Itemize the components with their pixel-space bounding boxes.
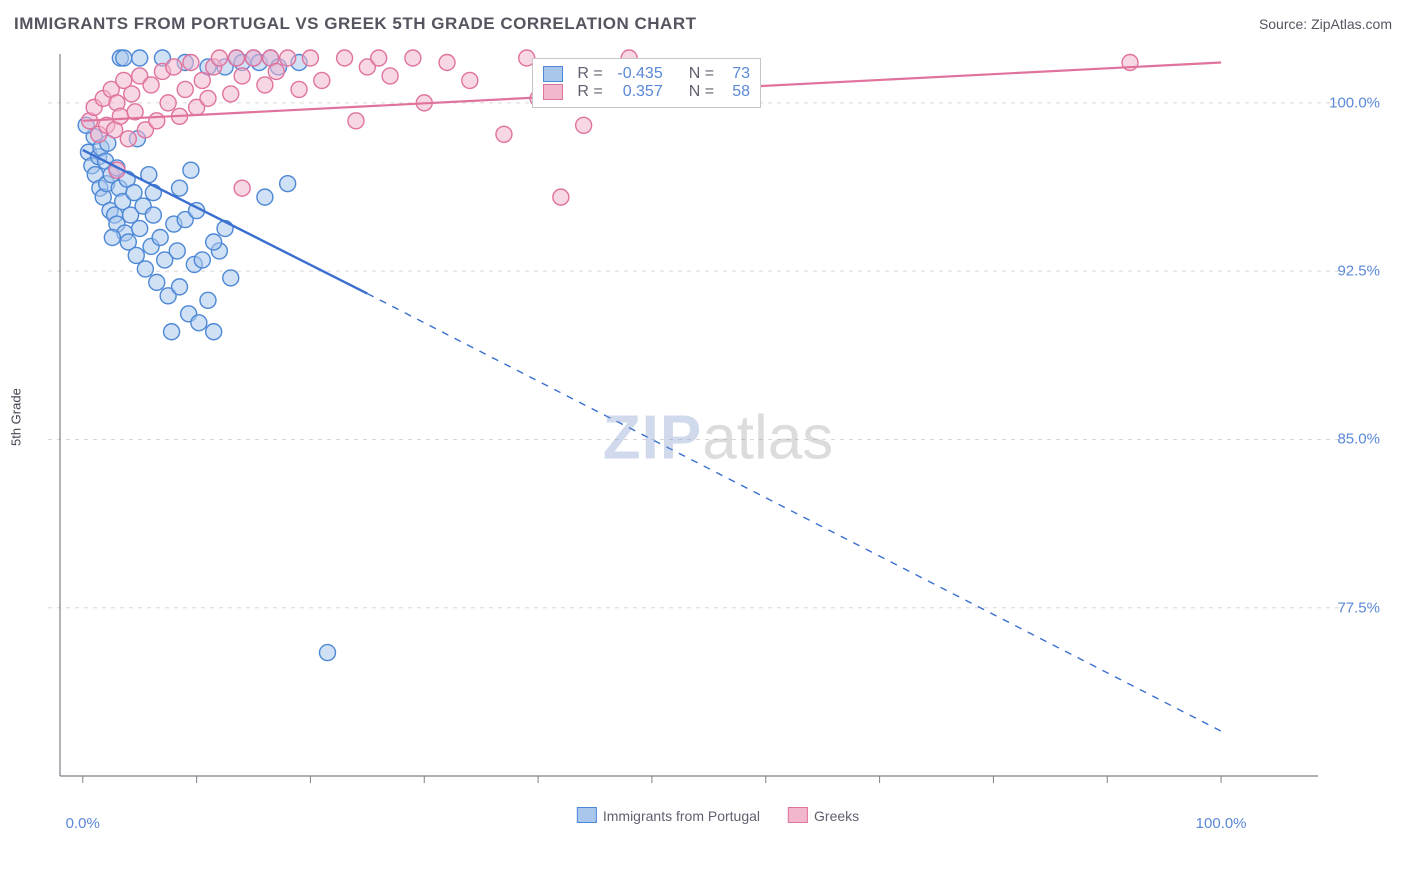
scatter-point bbox=[576, 117, 592, 133]
scatter-point bbox=[177, 81, 193, 97]
y-tick-label: 92.5% bbox=[1337, 263, 1380, 280]
scatter-point bbox=[280, 50, 296, 66]
legend-row: R =-0.435N =73 bbox=[543, 65, 750, 83]
r-value: 0.357 bbox=[611, 83, 663, 101]
scatter-point bbox=[223, 86, 239, 102]
legend-label: Greeks bbox=[814, 808, 859, 824]
scatter-point bbox=[152, 230, 168, 246]
scatter-point bbox=[234, 180, 250, 196]
scatter-point bbox=[183, 54, 199, 70]
scatter-point bbox=[206, 324, 222, 340]
bottom-legend: Immigrants from Portugal Greeks bbox=[577, 807, 859, 824]
scatter-point bbox=[462, 72, 478, 88]
scatter-plot-svg bbox=[48, 48, 1342, 818]
scatter-point bbox=[246, 50, 262, 66]
legend-row: R =0.357N =58 bbox=[543, 83, 750, 101]
scatter-point bbox=[104, 230, 120, 246]
scatter-point bbox=[191, 315, 207, 331]
scatter-point bbox=[348, 113, 364, 129]
scatter-point bbox=[302, 50, 318, 66]
scatter-point bbox=[137, 261, 153, 277]
scatter-point bbox=[228, 50, 244, 66]
source-link[interactable]: ZipAtlas.com bbox=[1311, 16, 1392, 32]
scatter-point bbox=[257, 77, 273, 93]
legend-item: Immigrants from Portugal bbox=[577, 807, 760, 824]
scatter-point bbox=[200, 292, 216, 308]
n-value: 73 bbox=[722, 65, 750, 83]
scatter-point bbox=[405, 50, 421, 66]
scatter-point bbox=[257, 189, 273, 205]
scatter-point bbox=[116, 50, 132, 66]
scatter-point bbox=[145, 207, 161, 223]
scatter-point bbox=[172, 279, 188, 295]
scatter-point bbox=[120, 131, 136, 147]
scatter-point bbox=[143, 77, 159, 93]
y-tick-label: 100.0% bbox=[1329, 94, 1380, 111]
correlation-legend-box: R =-0.435N =73R =0.357N =58 bbox=[532, 58, 761, 108]
scatter-point bbox=[234, 68, 250, 84]
scatter-point bbox=[145, 185, 161, 201]
scatter-point bbox=[183, 162, 199, 178]
scatter-point bbox=[169, 243, 185, 259]
legend-label: Immigrants from Portugal bbox=[603, 808, 760, 824]
scatter-point bbox=[211, 50, 227, 66]
scatter-point bbox=[382, 68, 398, 84]
scatter-point bbox=[132, 221, 148, 237]
scatter-point bbox=[223, 270, 239, 286]
scatter-point bbox=[194, 252, 210, 268]
scatter-point bbox=[553, 189, 569, 205]
scatter-point bbox=[280, 176, 296, 192]
scatter-point bbox=[164, 324, 180, 340]
x-tick-label: 100.0% bbox=[1196, 815, 1247, 832]
legend-item: Greeks bbox=[788, 807, 859, 824]
legend-swatch bbox=[543, 84, 563, 100]
scatter-point bbox=[160, 95, 176, 111]
scatter-point bbox=[337, 50, 353, 66]
scatter-point bbox=[194, 72, 210, 88]
trend-line-extrapolated bbox=[367, 294, 1221, 732]
scatter-point bbox=[172, 180, 188, 196]
scatter-point bbox=[206, 234, 222, 250]
r-value: -0.435 bbox=[611, 65, 663, 83]
scatter-point bbox=[371, 50, 387, 66]
legend-swatch bbox=[577, 807, 597, 823]
scatter-point bbox=[112, 108, 128, 124]
legend-swatch bbox=[788, 807, 808, 823]
chart-source: Source: ZipAtlas.com bbox=[1259, 16, 1392, 32]
scatter-point bbox=[149, 113, 165, 129]
scatter-point bbox=[149, 274, 165, 290]
scatter-point bbox=[320, 645, 336, 661]
scatter-point bbox=[166, 59, 182, 75]
scatter-point bbox=[200, 90, 216, 106]
scatter-point bbox=[268, 63, 284, 79]
scatter-point bbox=[439, 54, 455, 70]
scatter-point bbox=[314, 72, 330, 88]
chart-plot-area: ZIPatlas 77.5%85.0%92.5%100.0%0.0%100.0%… bbox=[48, 48, 1388, 828]
y-axis-label: 5th Grade bbox=[9, 388, 24, 446]
n-value: 58 bbox=[722, 83, 750, 101]
scatter-point bbox=[124, 86, 140, 102]
chart-title: IMMIGRANTS FROM PORTUGAL VS GREEK 5TH GR… bbox=[14, 14, 697, 34]
y-tick-label: 85.0% bbox=[1337, 431, 1380, 448]
x-tick-label: 0.0% bbox=[66, 815, 100, 832]
scatter-point bbox=[291, 81, 307, 97]
y-tick-label: 77.5% bbox=[1337, 599, 1380, 616]
legend-swatch bbox=[543, 66, 563, 82]
scatter-point bbox=[496, 126, 512, 142]
scatter-point bbox=[132, 50, 148, 66]
